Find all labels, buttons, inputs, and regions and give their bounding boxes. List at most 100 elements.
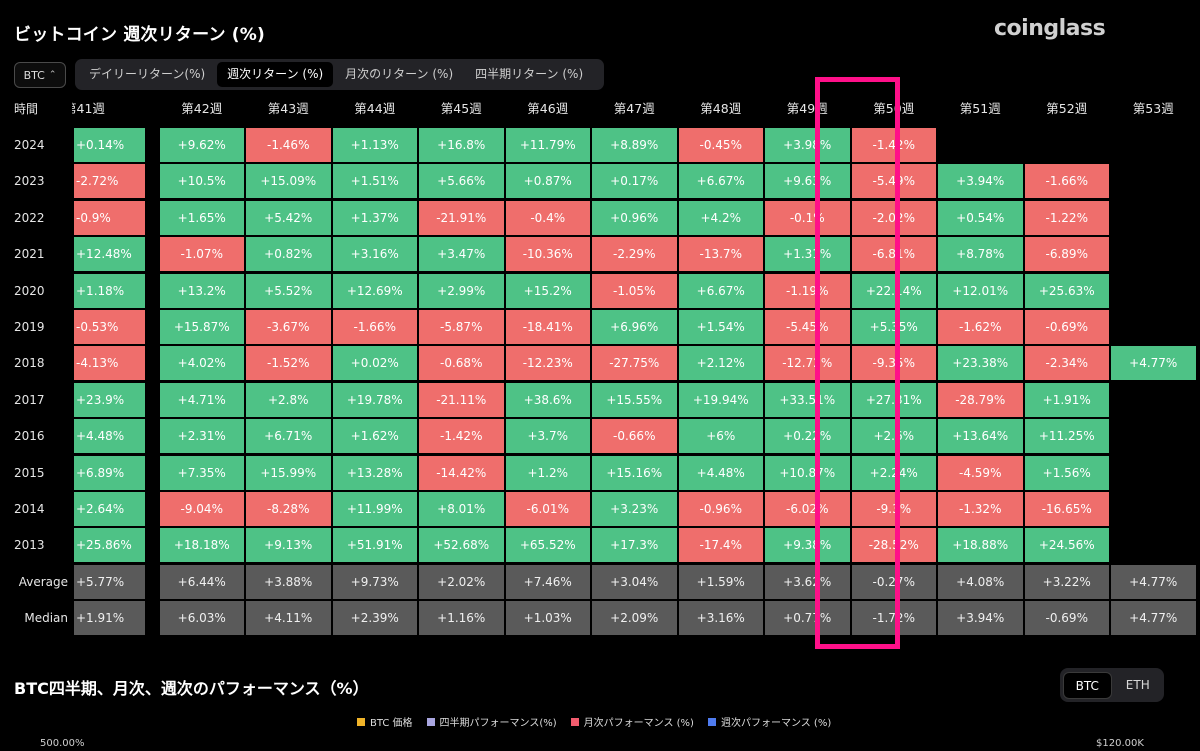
return-cell: +8.78%: [938, 237, 1023, 272]
return-cell: +0.54%: [938, 200, 1023, 235]
return-cell: -1.05%: [592, 273, 677, 308]
return-cell: +0.96%: [592, 200, 677, 235]
return-cell: -2.72%: [74, 164, 145, 199]
right-axis-top-label: $120.00K: [1096, 738, 1144, 749]
year-label: 2014: [14, 502, 45, 516]
return-cell: +23.9%: [74, 382, 145, 417]
return-cell: -18.41%: [505, 310, 590, 344]
return-cell: -1.07%: [159, 237, 244, 272]
return-cell: +4.48%: [74, 419, 145, 454]
return-cell: +3.47%: [419, 237, 504, 272]
return-cell: -1.66%: [332, 310, 417, 344]
legend-label: 月次パフォーマンス (%): [583, 718, 694, 729]
return-cell: -6.02%: [765, 492, 850, 526]
legend-swatch: [570, 717, 579, 726]
column-header-week: 第49週: [786, 101, 828, 116]
legend-swatch: [707, 717, 716, 726]
year-row: 2013 +25.86% +18.18% +9.13% +51.91% +52.68% +6…: [0, 527, 1200, 563]
return-cell: +13.28%: [332, 455, 417, 490]
return-cell: +25.63%: [1024, 273, 1109, 308]
return-cell: +11.99%: [332, 492, 417, 526]
return-cell: +1.91%: [1024, 382, 1109, 417]
asset-select[interactable]: BTC ⌃: [14, 62, 66, 88]
return-cell: -28.79%: [938, 382, 1023, 417]
return-cell: +6.71%: [246, 419, 331, 454]
return-cell: +3.23%: [592, 492, 677, 526]
return-cell: -13.7%: [678, 237, 763, 272]
return-cell: +0.14%: [74, 128, 145, 162]
year-label: 2019: [14, 320, 45, 334]
return-cell: +8.89%: [592, 128, 677, 162]
return-cell: +11.79%: [505, 128, 590, 162]
return-cell: +1.62%: [332, 419, 417, 454]
return-cell: -1.62%: [938, 310, 1023, 344]
legend-item[interactable]: BTC 価格: [357, 714, 413, 729]
column-header-week: 第43週: [267, 101, 309, 116]
return-cell: +18.88%: [938, 528, 1023, 563]
return-cell: +1.54%: [678, 310, 763, 344]
return-cell: +6%: [678, 419, 763, 454]
return-cell: -1.46%: [246, 128, 331, 162]
return-cell: +16.8%: [419, 128, 504, 162]
return-cell: +15.09%: [246, 164, 331, 199]
return-cell: -12.72%: [765, 346, 850, 381]
year-label: 2021: [14, 247, 45, 262]
column-header-week: 第42週: [181, 101, 223, 116]
return-cell: +15.87%: [159, 310, 244, 344]
return-cell: +1.59%: [678, 564, 763, 599]
year-row: 2016 +4.48% +2.31% +6.71% +1.62% -1.42% +3.7% -…: [0, 418, 1200, 454]
return-cell: +0.82%: [246, 237, 331, 272]
return-cell: +15.16%: [592, 455, 677, 490]
year-row: 2022 -0.9% +1.65% +5.42% +1.37% -21.91% -0.4% +…: [0, 200, 1200, 236]
tab-0[interactable]: デイリーリターン(%): [89, 67, 206, 81]
tab-3[interactable]: 四半期リターン (%): [475, 67, 584, 81]
performance-section-title: BTC四半期、月次、週次のパフォーマンス（%）: [14, 679, 369, 698]
return-cell: +2.39%: [332, 601, 417, 636]
corner-label: 時間: [14, 102, 39, 116]
legend-item[interactable]: 四半期パフォーマンス(%): [426, 714, 557, 729]
asset-toggle-btc[interactable]: BTC: [1063, 671, 1112, 699]
year-label: 2023: [14, 174, 45, 189]
column-header-week: 第46週: [527, 101, 569, 116]
return-cell: -17.4%: [678, 528, 763, 563]
column-header-week: 第52週: [1046, 101, 1088, 116]
return-cell: -2.29%: [592, 237, 677, 272]
legend-swatch: [426, 717, 435, 726]
return-cell: -2.02%: [851, 200, 936, 235]
return-cell: +3.16%: [332, 237, 417, 272]
returns-table: 時間 第41週 第42週 第43週 第44週 第45週 第46週 第47週 第48週 第49週 第…: [0, 91, 1200, 637]
page-title: ビットコイン 週次リターン (%): [14, 25, 265, 45]
year-label: 2016: [14, 429, 45, 444]
return-cell: +5.66%: [419, 164, 504, 199]
year-row: 2021 +12.48% -1.07% +0.82% +3.16% +3.47% -10.3…: [0, 236, 1200, 272]
year-row: 2017 +23.9% +4.71% +2.8% +19.78% -21.11% +38.6…: [0, 382, 1200, 418]
return-cell: -1.42%: [851, 128, 936, 162]
legend-item[interactable]: 月次パフォーマンス (%): [570, 714, 694, 729]
year-row: 2014 +2.64% -9.04% -8.28% +11.99% +8.01% -6.01…: [0, 491, 1200, 527]
return-cell: +3.16%: [678, 601, 763, 636]
tab-2[interactable]: 月次のリターン (%): [345, 67, 454, 81]
return-cell: -14.42%: [419, 455, 504, 490]
return-cell: +5.52%: [246, 273, 331, 308]
asset-toggle-eth[interactable]: ETH: [1125, 677, 1150, 692]
return-cell: +19.78%: [332, 382, 417, 417]
return-cell: -5.45%: [765, 310, 850, 344]
return-cell: +52.68%: [419, 528, 504, 563]
year-row: 2018 -4.13% +4.02% -1.52% +0.02% -0.68% -12.23…: [0, 345, 1200, 381]
return-cell: +0.77%: [765, 601, 850, 636]
return-cell: +0.02%: [332, 346, 417, 381]
return-cell: +6.67%: [678, 164, 763, 199]
return-cell: -3.67%: [246, 310, 331, 344]
column-header-week: 第53週: [1132, 101, 1174, 116]
return-cell: +8.01%: [419, 492, 504, 526]
legend-label: 週次パフォーマンス (%): [720, 718, 832, 729]
return-cell: +4.77%: [1111, 601, 1196, 636]
return-cell: -21.91%: [419, 200, 504, 235]
return-cell: +2.64%: [74, 492, 145, 526]
tab-1[interactable]: 週次リターン (%): [217, 62, 334, 87]
legend-item[interactable]: 週次パフォーマンス (%): [707, 714, 832, 729]
return-cell: -6.89%: [1024, 237, 1109, 272]
return-cell: +1.16%: [419, 601, 504, 636]
return-cell: -4.13%: [74, 346, 145, 381]
return-cell: -0.69%: [1024, 601, 1109, 636]
